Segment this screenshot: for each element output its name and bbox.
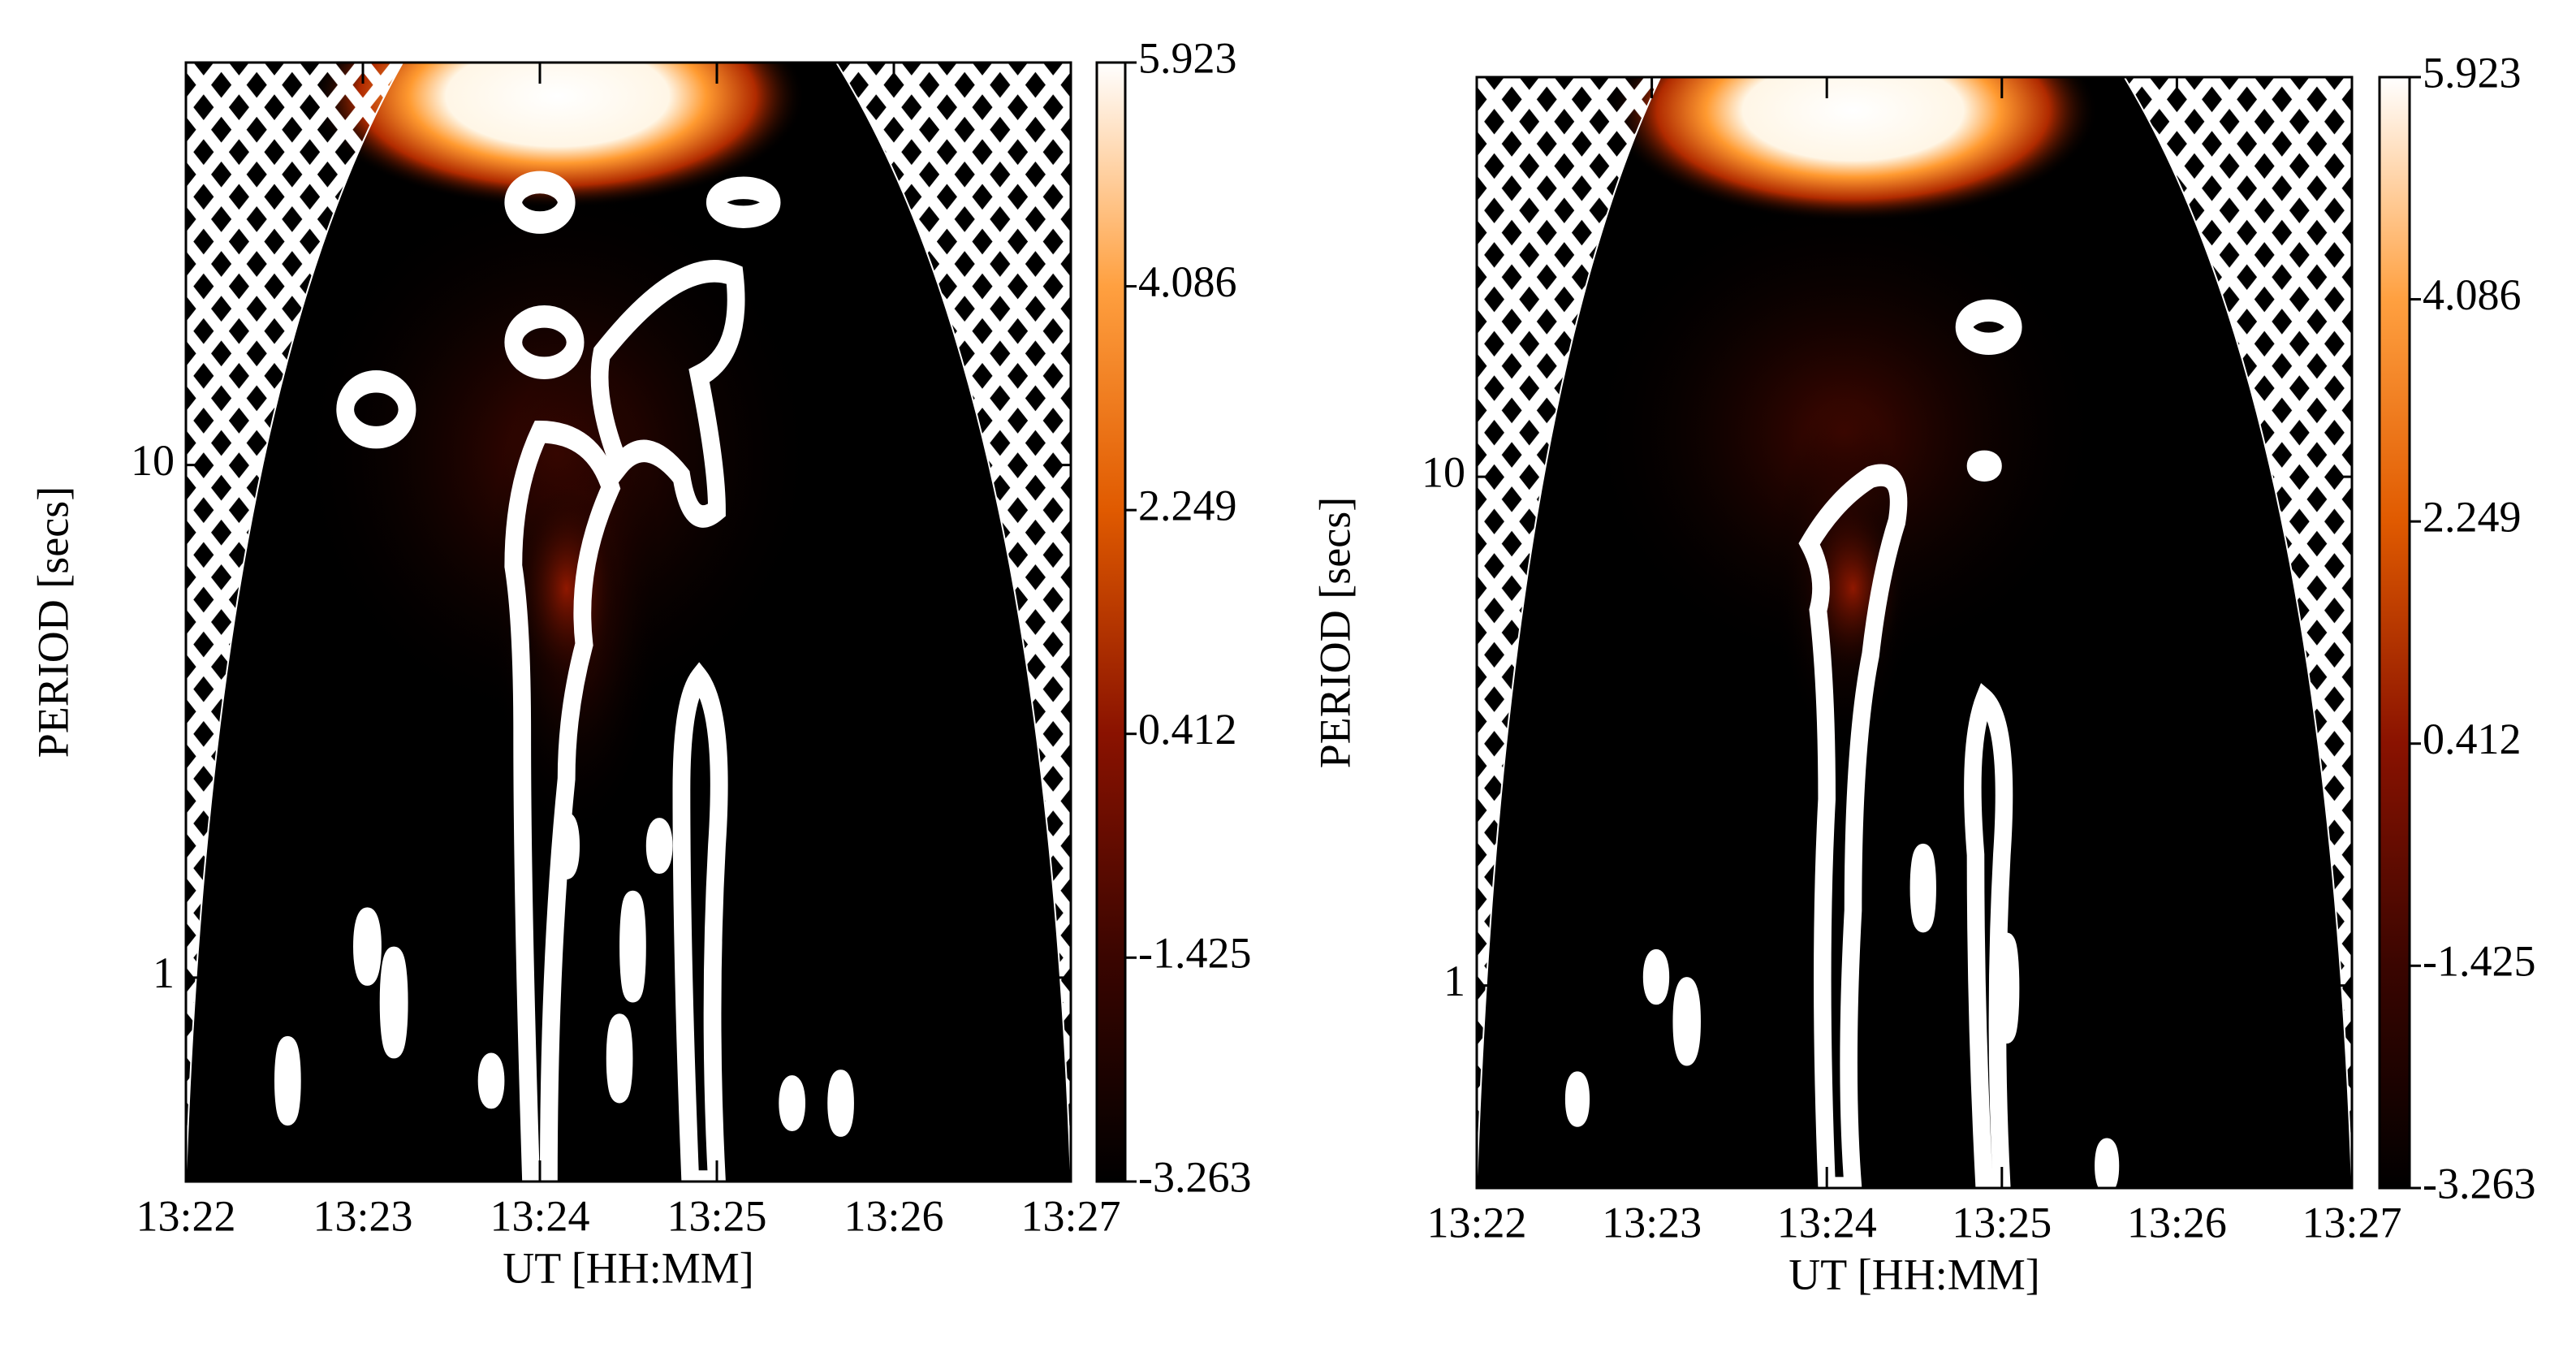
colorbar-tick-label: 4.086 xyxy=(1138,257,1237,306)
wavelet-image xyxy=(186,63,1071,1182)
y-axis-title: PERIOD [secs] xyxy=(1310,497,1359,768)
colorbar-tick-label: 5.923 xyxy=(1138,33,1237,82)
y-tick-label: 10 xyxy=(1422,447,1465,496)
colorbar-tick-label: -3.263 xyxy=(1138,1152,1251,1201)
wavelet-image xyxy=(1477,77,2352,1188)
x-tick-label: 13:25 xyxy=(667,1191,766,1240)
colorbar-tick-label: -1.425 xyxy=(2423,937,2535,986)
x-tick-label: 13:27 xyxy=(1020,1191,1120,1240)
colorbar-tick-label: -3.263 xyxy=(2423,1159,2535,1208)
x-tick-label: 13:25 xyxy=(1952,1198,2052,1247)
plot-frame xyxy=(184,61,1072,1183)
colorbar xyxy=(2378,76,2411,1190)
x-tick-label: 13:26 xyxy=(2127,1198,2227,1247)
x-axis-title: UT [HH:MM] xyxy=(1789,1250,2040,1298)
x-tick-label: 13:26 xyxy=(844,1191,943,1240)
x-tick-label: 13:24 xyxy=(490,1191,589,1240)
x-tick-label: 13:24 xyxy=(1777,1198,1877,1247)
colorbar-tick-label: 0.412 xyxy=(1138,705,1237,754)
y-tick-label: 1 xyxy=(153,948,175,997)
colorbar-tick-label: 0.412 xyxy=(2423,715,2522,763)
x-tick-label: 13:27 xyxy=(2302,1198,2401,1247)
colorbar-tick-label: 4.086 xyxy=(2423,270,2522,319)
plot-frame xyxy=(1475,76,2354,1190)
x-tick-label: 13:23 xyxy=(313,1191,412,1240)
x-tick-label: 13:22 xyxy=(1426,1198,1526,1247)
y-tick-label: 10 xyxy=(131,436,175,485)
x-axis-title: UT [HH:MM] xyxy=(503,1243,754,1292)
x-tick-label: 13:22 xyxy=(136,1191,235,1240)
x-tick-label: 13:23 xyxy=(1602,1198,1702,1247)
y-tick-label: 1 xyxy=(1443,957,1465,1005)
y-axis-title: PERIOD [secs] xyxy=(28,486,77,758)
colorbar-tick-label: 2.249 xyxy=(1138,482,1237,530)
colorbar-tick-label: 2.249 xyxy=(2423,493,2522,542)
colorbar-tick-label: -1.425 xyxy=(1138,929,1251,978)
colorbar xyxy=(1095,61,1127,1183)
colorbar-tick-label: 5.923 xyxy=(2423,48,2522,97)
